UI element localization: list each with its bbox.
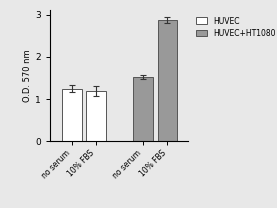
Bar bbox=[62, 89, 82, 141]
Legend: HUVEC, HUVEC+HT1080: HUVEC, HUVEC+HT1080 bbox=[194, 14, 277, 40]
Bar bbox=[86, 91, 106, 141]
Bar bbox=[158, 20, 177, 141]
Y-axis label: O.D. 570 nm: O.D. 570 nm bbox=[23, 50, 32, 102]
Bar bbox=[134, 77, 153, 141]
